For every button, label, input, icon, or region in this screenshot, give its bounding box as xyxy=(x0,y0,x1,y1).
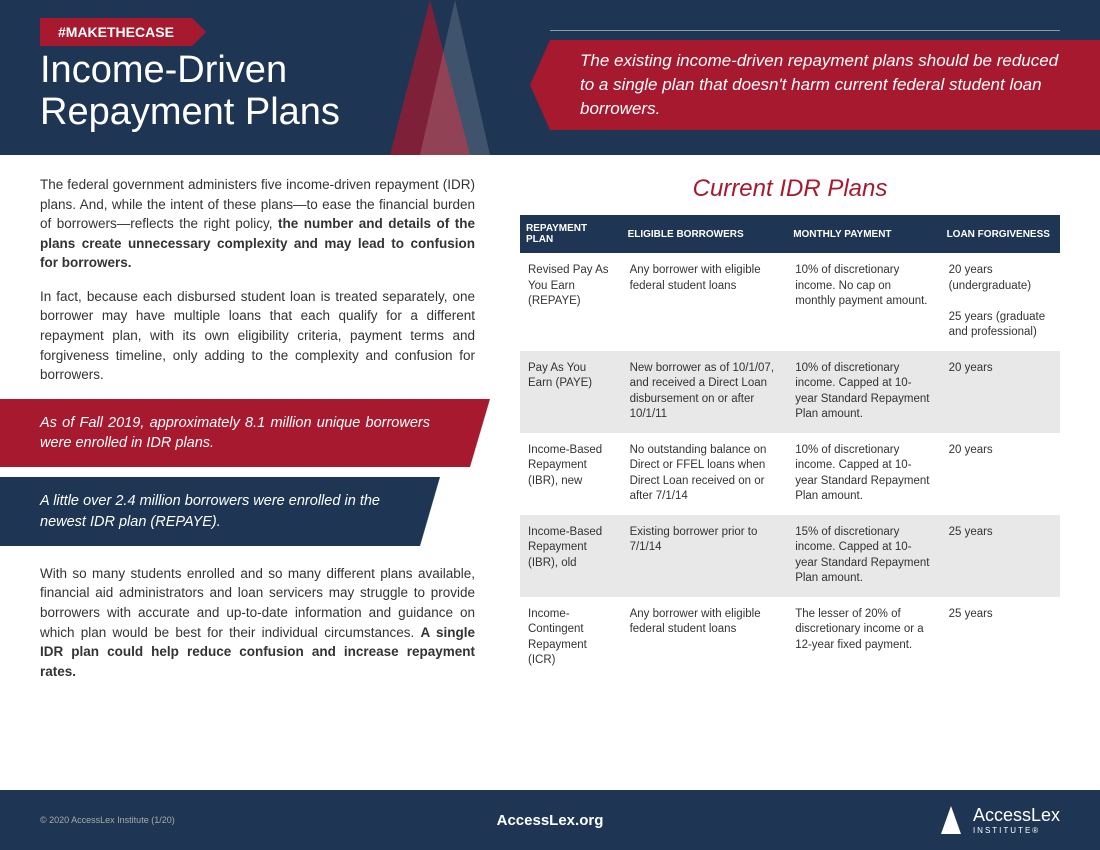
table-cell: Any borrower with eligible federal stude… xyxy=(622,253,788,351)
table-cell: Any borrower with eligible federal stude… xyxy=(622,597,788,679)
table-cell: 25 years xyxy=(941,515,1060,597)
table-cell: 20 years xyxy=(941,351,1060,433)
table-row: Revised Pay As You Earn (REPAYE)Any borr… xyxy=(520,253,1060,351)
table-cell: Income-Contingent Repayment (ICR) xyxy=(520,597,622,679)
logo-wordmark: AccessLex xyxy=(973,805,1060,825)
th-plan: REPAYMENT PLAN xyxy=(520,215,622,253)
table-row: Income-Contingent Repayment (ICR)Any bor… xyxy=(520,597,1060,679)
table-cell: Income-Based Repayment (IBR), old xyxy=(520,515,622,597)
footer-logo: AccessLex INSTITUTE® xyxy=(937,805,1060,835)
header-banner: #MAKETHECASE Income-Driven Repayment Pla… xyxy=(0,0,1100,155)
table-title: Current IDR Plans xyxy=(520,175,1060,203)
th-forgiveness: LOAN FORGIVENESS xyxy=(941,215,1060,253)
right-column: Current IDR Plans REPAYMENT PLAN ELIGIBL… xyxy=(500,175,1100,790)
logo-text-wrap: AccessLex INSTITUTE® xyxy=(973,805,1060,835)
tagline-text: The existing income-driven repayment pla… xyxy=(580,49,1060,120)
table-cell: Pay As You Earn (PAYE) xyxy=(520,351,622,433)
table-cell: 20 years xyxy=(941,433,1060,515)
table-cell: 20 years (undergraduate) 25 years (gradu… xyxy=(941,253,1060,351)
th-payment: MONTHLY PAYMENT xyxy=(787,215,940,253)
intro-paragraph-1: The federal government administers five … xyxy=(40,175,475,273)
header-tagline: The existing income-driven repayment pla… xyxy=(550,40,1100,130)
copyright-text: © 2020 AccessLex Institute (1/20) xyxy=(40,815,175,825)
content-area: The federal government administers five … xyxy=(0,175,1100,790)
table-cell: 10% of discretionary income. No cap on m… xyxy=(787,253,940,351)
table-body: Revised Pay As You Earn (REPAYE)Any borr… xyxy=(520,253,1060,679)
header-divider xyxy=(550,30,1060,31)
title-line2: Repayment Plans xyxy=(40,91,340,133)
table-cell: 25 years xyxy=(941,597,1060,679)
table-cell: New borrower as of 10/1/07, and received… xyxy=(622,351,788,433)
footer-url: AccessLex.org xyxy=(497,812,604,829)
title-line1: Income-Driven xyxy=(40,49,287,91)
table-cell: 10% of discretionary income. Capped at 1… xyxy=(787,351,940,433)
table-row: Income-Based Repayment (IBR), newNo outs… xyxy=(520,433,1060,515)
left-column: The federal government administers five … xyxy=(0,175,500,790)
table-cell: 15% of discretionary income. Capped at 1… xyxy=(787,515,940,597)
table-cell: No outstanding balance on Direct or FFEL… xyxy=(622,433,788,515)
callout-stat-2: A little over 2.4 million borrowers were… xyxy=(0,477,420,546)
callout-stat-1: As of Fall 2019, approximately 8.1 milli… xyxy=(0,399,470,468)
logo-subtitle: INSTITUTE® xyxy=(973,826,1060,835)
decorative-triangle xyxy=(420,0,490,155)
page-title: Income-Driven Repayment Plans xyxy=(40,50,340,134)
p3-text: With so many students enrolled and so ma… xyxy=(40,566,475,640)
table-cell: Existing borrower prior to 7/1/14 xyxy=(622,515,788,597)
hashtag-badge: #MAKETHECASE xyxy=(40,18,192,46)
closing-paragraph: With so many students enrolled and so ma… xyxy=(40,564,475,681)
hashtag-text: #MAKETHECASE xyxy=(40,18,192,46)
intro-paragraph-2: In fact, because each disbursed student … xyxy=(40,287,475,385)
table-row: Pay As You Earn (PAYE)New borrower as of… xyxy=(520,351,1060,433)
logo-icon xyxy=(937,806,965,834)
table-cell: Revised Pay As You Earn (REPAYE) xyxy=(520,253,622,351)
table-cell: 10% of discretionary income. Capped at 1… xyxy=(787,433,940,515)
table-cell: Income-Based Repayment (IBR), new xyxy=(520,433,622,515)
table-row: Income-Based Repayment (IBR), oldExistin… xyxy=(520,515,1060,597)
th-borrowers: ELIGIBLE BORROWERS xyxy=(622,215,788,253)
table-cell: The lesser of 20% of discretionary incom… xyxy=(787,597,940,679)
idr-plans-table: REPAYMENT PLAN ELIGIBLE BORROWERS MONTHL… xyxy=(520,215,1060,679)
table-header: REPAYMENT PLAN ELIGIBLE BORROWERS MONTHL… xyxy=(520,215,1060,253)
footer-bar: © 2020 AccessLex Institute (1/20) Access… xyxy=(0,790,1100,850)
